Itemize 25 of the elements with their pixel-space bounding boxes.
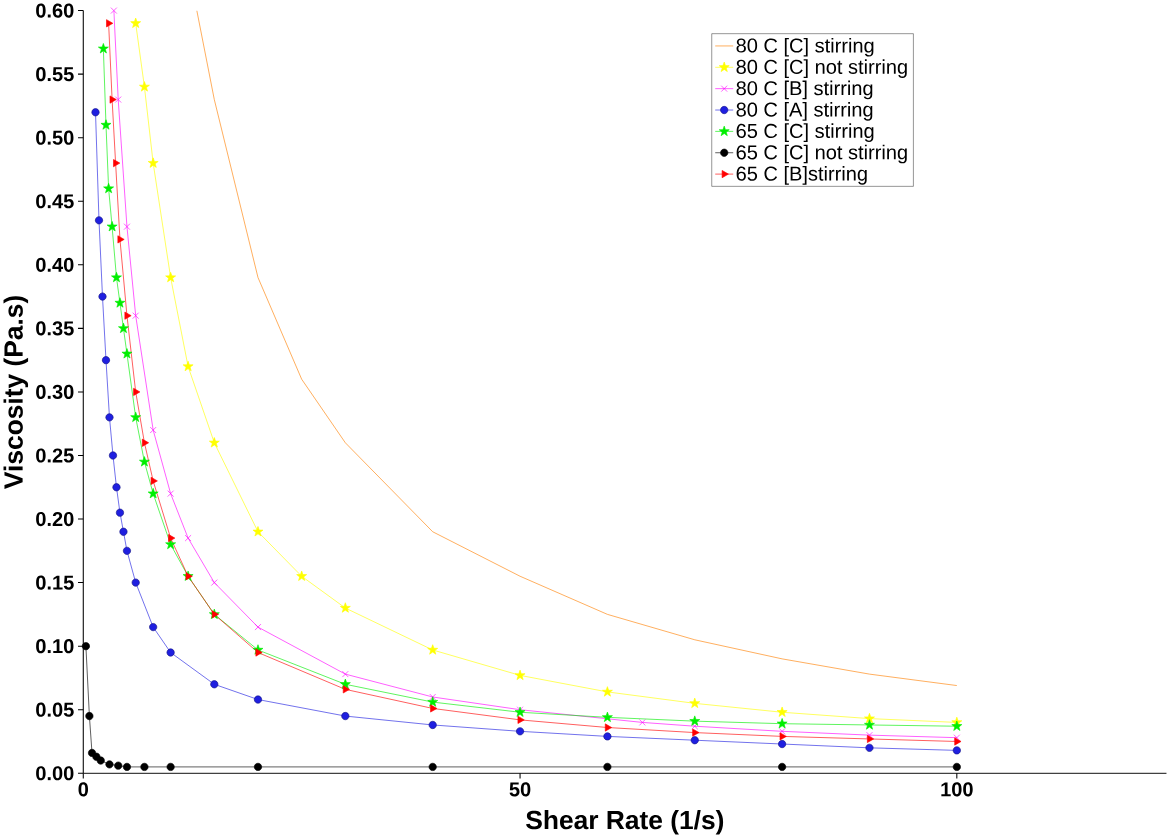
legend-label: 80 C [C] stirring [736,37,874,57]
y-tick-label: 0.25 [36,448,74,463]
y-tick-label: 0.55 [36,67,74,82]
legend-label: 65 C [C] stirring [736,123,874,142]
y-tick-label: 0.45 [36,194,74,209]
y-axis-title: Viscosity (Pa.s) [3,296,29,489]
legend-label: 65 C [B]stirring [736,166,867,185]
y-tick-label: 0.30 [36,384,74,400]
y-tick-label: 0.50 [36,130,74,145]
legend-label: 80 C [B] stirring [736,80,873,100]
x-axis-title: Shear Rate (1/s) [526,809,724,835]
y-tick-label: 0.05 [36,702,74,717]
y-tick-label: 0.35 [36,321,74,336]
x-tick-label: 100 [941,782,973,797]
y-tick-label: 0.00 [36,766,74,781]
y-tick-label: 0.15 [36,575,74,590]
x-tick-label: 0 [78,782,89,797]
y-tick-label: 0.60 [36,3,74,18]
legend-label: 80 C [A] stirring [736,101,873,121]
legend-label: 65 C [C] not stirring [736,144,907,164]
y-tick-label: 0.40 [36,257,74,272]
y-tick-label: 0.10 [36,639,74,654]
y-tick-label: 0.20 [36,511,74,527]
legend-label: 80 C [C] not stirring [736,59,907,78]
x-tick-label: 50 [509,782,531,797]
